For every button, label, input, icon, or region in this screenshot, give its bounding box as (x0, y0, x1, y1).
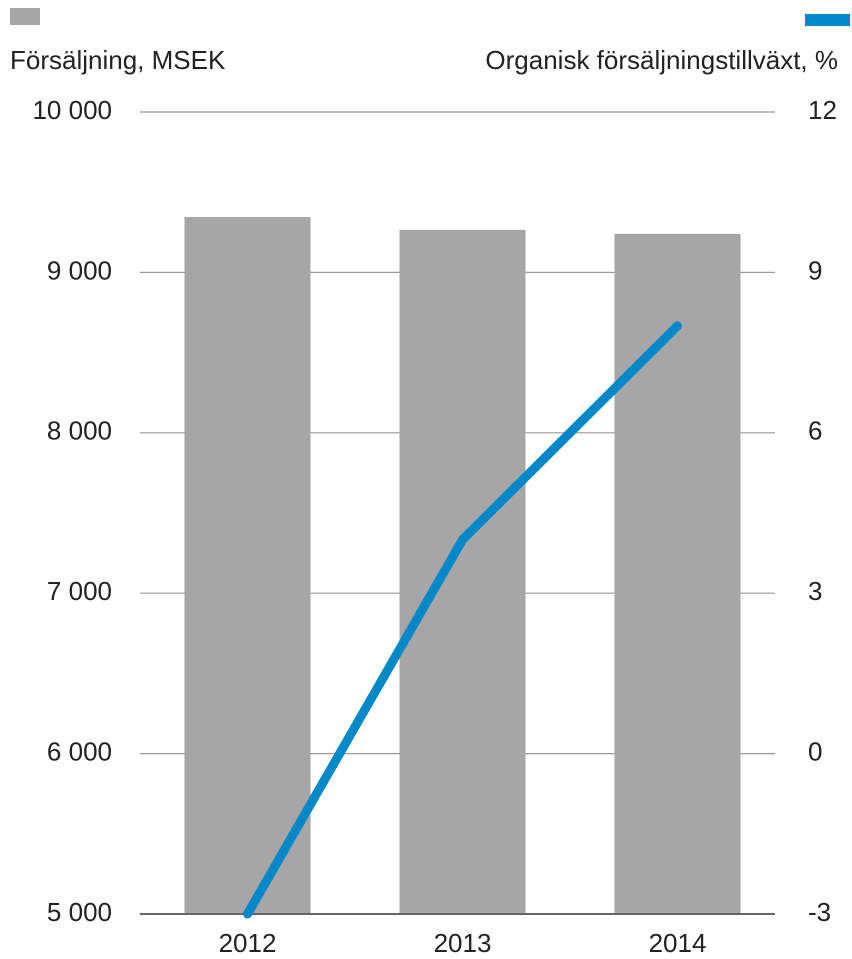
y2-tick-label: 12 (808, 95, 837, 125)
bar (614, 233, 741, 915)
y-tick-label: 8 000 (47, 416, 112, 446)
y-tick-label: 9 000 (47, 255, 112, 285)
x-tick-label: 2012 (219, 928, 277, 958)
bar (399, 229, 526, 915)
growth-line (243, 321, 682, 919)
y2-tick-label: -3 (808, 897, 831, 927)
y2-tick-label: 3 (808, 576, 822, 606)
y2-tick-label: 9 (808, 255, 822, 285)
y2-tick-label: 0 (808, 736, 822, 766)
legend-swatch-growth (805, 14, 850, 26)
x-tick-label: 2013 (434, 928, 492, 958)
x-tick-label: 2014 (649, 928, 707, 958)
y-tick-label: 5 000 (47, 897, 112, 927)
legend-swatch-sales (10, 8, 40, 25)
y2-tick-label: 6 (808, 416, 822, 446)
y-tick-label: 10 000 (32, 95, 112, 125)
legend-label-sales: Försäljning, MSEK (10, 45, 226, 75)
y-tick-label: 6 000 (47, 736, 112, 766)
y-tick-label: 7 000 (47, 576, 112, 606)
legend-label-growth: Organisk försäljningstillväxt, % (485, 45, 838, 75)
bar (184, 217, 311, 914)
